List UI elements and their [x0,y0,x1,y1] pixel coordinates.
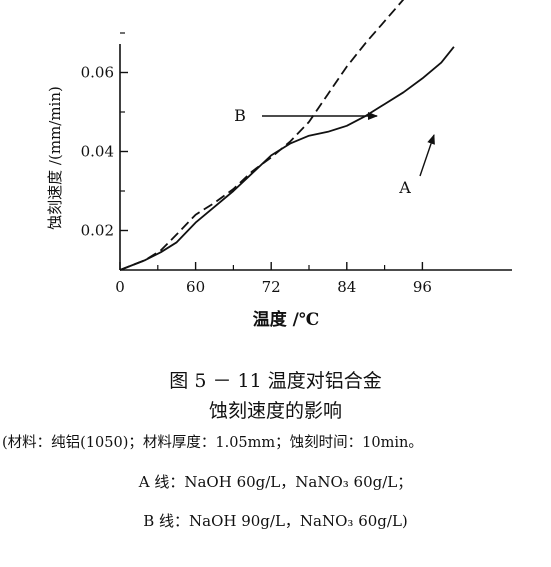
x-tick-label: 96 [413,278,432,296]
y-tick-label: 0.08 [81,0,114,3]
x-tick-label: 84 [337,278,356,296]
figure-title: 图 5 － 11 温度对铝合金 [169,370,382,392]
x-tick-label: 72 [262,278,281,296]
figure-note-materials: (材料：纯铝(1050)；材料厚度：1.05mm；蚀刻时间：10min。 [2,435,423,451]
figure-note-line-b: B 线：NaOH 90g/L，NaNO₃ 60g/L) [143,512,408,530]
y-tick-label: 0.04 [81,143,114,161]
figure-note-line-a: A 线：NaOH 60g/L，NaNO₃ 60g/L； [138,473,413,491]
chart-axes [119,44,512,271]
x-tick-label: 60 [186,278,205,296]
series-line-a [119,46,455,271]
chart-annotations: BA [234,106,435,197]
y-tick-label: 0.06 [81,64,114,82]
chart-ticks: 0 60 72 84 96 0.02 0.04 0.06 0.08 [81,0,432,296]
chart-series [119,0,455,271]
annotation-label-a: A [398,178,411,197]
y-axis-label: 蚀刻速度 /(mm/min) [46,86,64,230]
x-axis-label: 温度 /℃ [253,309,320,330]
series-line-b [119,0,405,271]
y-tick-label: 0.02 [81,222,114,240]
annotation-arrow-a [419,134,435,177]
x-tick-label: 0 [115,278,125,296]
figure-title-line2: 蚀刻速度的影响 [208,400,342,422]
annotation-label-b: B [234,106,246,125]
